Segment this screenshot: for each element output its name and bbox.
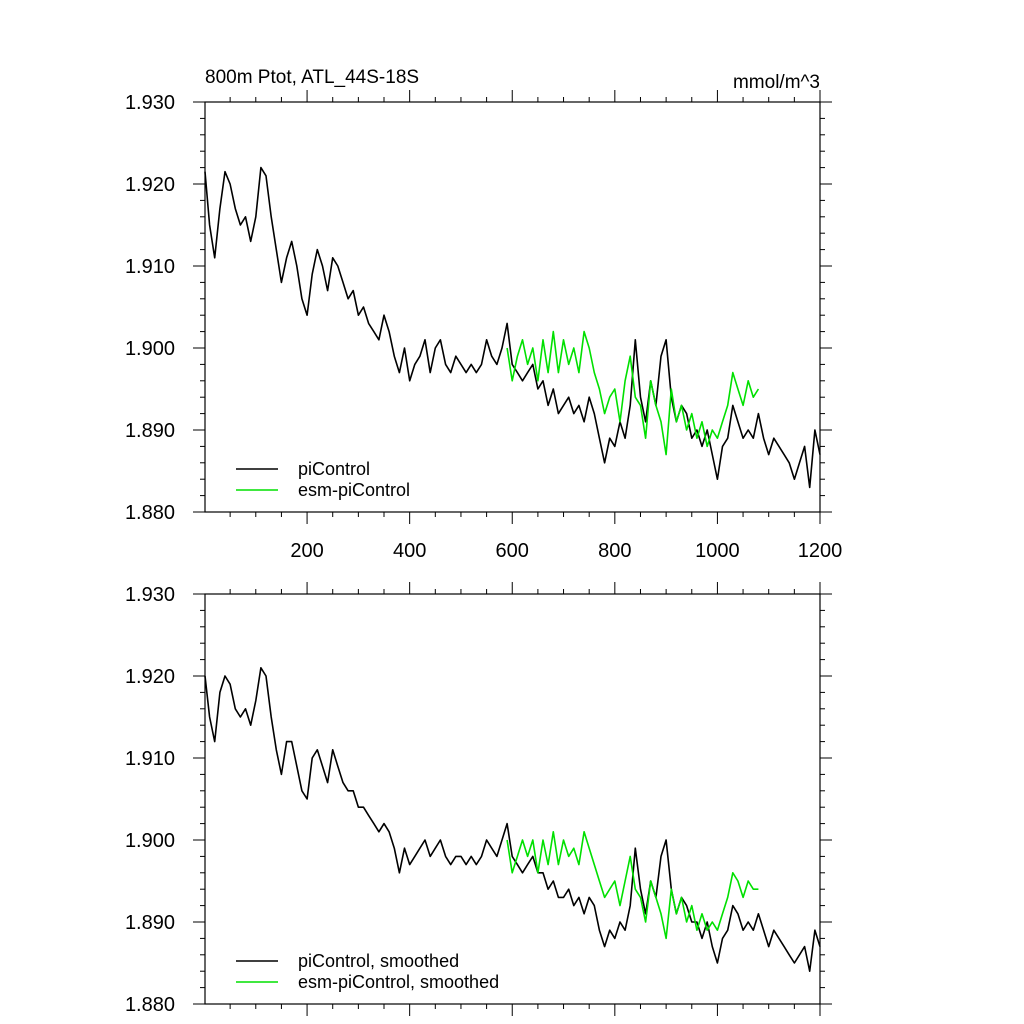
y-tick-label: 1.900 [125,830,175,852]
y-tick-label: 1.910 [125,748,175,770]
y-tick-label: 1.880 [125,994,175,1016]
series-line-picontrol [204,666,821,973]
legend-top: piControl esm-piControl [236,459,410,500]
y-tick-label: 1.930 [125,584,175,606]
y-tick-label: 1.890 [125,912,175,934]
x-tick-label: 400 [393,540,426,562]
x-tick-label: 800 [598,540,631,562]
legend-label-picontrol: piControl [298,459,370,479]
legend-label-esm-picontrol: esm-piControl [298,480,410,500]
x-tick-label: 1000 [695,540,740,562]
bottom-panel: 1.880 1.890 1.900 1.910 1.920 1.930 piControl… [125,582,832,1016]
x-tick-label: 1200 [798,540,843,562]
y-tick-labels-bottom: 1.880 1.890 1.900 1.910 1.920 1.930 [125,584,175,1016]
plot-frame-bottom [204,593,821,1005]
tick-group-bottom [193,582,832,1016]
y-tick-labels-top: 1.880 1.890 1.900 1.910 1.920 1.930 [125,92,175,524]
legend-bottom: piControl, smoothed esm-piControl, smoot… [236,951,499,992]
y-tick-label: 1.890 [125,420,175,442]
series-line-esm-picontrol [506,830,759,940]
top-panel: 800m Ptot, ATL_44S-18S mmol/m^3 1.8801.8… [125,67,842,562]
y-tick-label: 1.880 [125,502,175,524]
tick-group-top [193,90,832,524]
y-tick-label: 1.930 [125,92,175,114]
x-tick-label: 200 [290,540,323,562]
series-line-picontrol [204,166,821,489]
plot-frame-top [204,101,821,513]
y-tick-label: 1.920 [125,666,175,688]
x-tick-label: 600 [496,540,529,562]
y-tick-label: 1.910 [125,256,175,278]
chart-title: 800m Ptot, ATL_44S-18S [205,67,419,88]
legend-label-picontrol-smoothed: piControl, smoothed [298,951,459,971]
y-tick-label: 1.900 [125,338,175,360]
legend-label-esm-picontrol-smoothed: esm-piControl, smoothed [298,972,499,992]
units-label: mmol/m^3 [733,72,820,93]
series-group-bottom [204,666,821,973]
series-line-esm-picontrol [506,330,760,456]
y-tick-label: 1.920 [125,174,175,196]
series-group-top [204,166,821,489]
x-tick-labels-top: 200 400 600 800 1000 1200 [290,540,842,562]
